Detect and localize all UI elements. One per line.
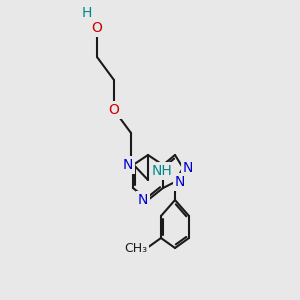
Text: CH₃: CH₃ [124,242,147,254]
Text: O: O [109,103,119,117]
Text: N: N [183,161,194,175]
Text: H: H [82,6,92,20]
Text: N: N [138,193,148,207]
Text: O: O [92,21,102,35]
Text: N: N [123,158,133,172]
Text: N: N [175,175,185,189]
Text: NH: NH [152,164,173,178]
